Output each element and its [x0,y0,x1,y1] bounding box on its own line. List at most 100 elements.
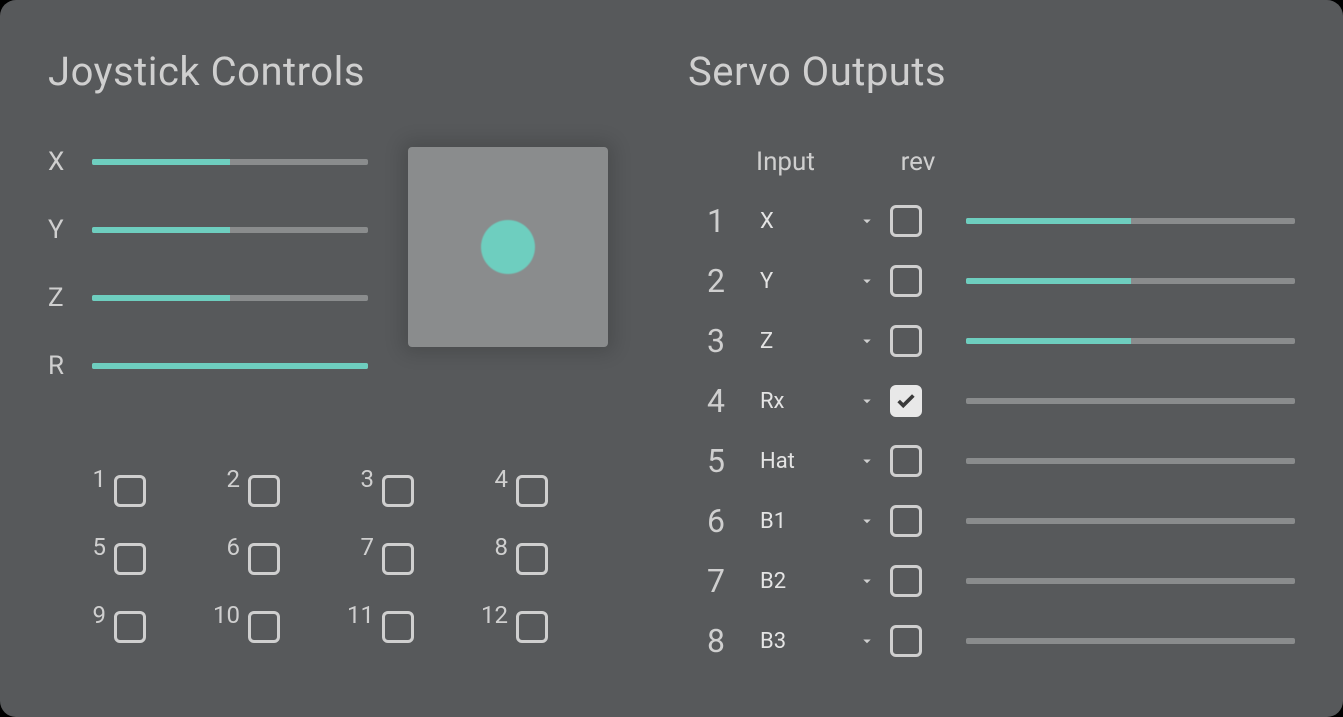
axis-z-bar [92,295,368,301]
joy-button-2: 2 [206,475,320,507]
joy-button-2-num: 2 [206,465,240,493]
servo-2-rev-checkbox[interactable] [890,265,922,297]
servo-5-input-dropdown[interactable]: Hat [752,441,882,481]
servo-5-num: 5 [688,442,744,480]
axis-r: R [48,351,368,381]
chevron-down-icon [858,212,876,230]
servo-6-rev-checkbox[interactable] [890,505,922,537]
chevron-down-icon [858,572,876,590]
servo-header-rev: rev [890,147,946,177]
servo-5-rev-checkbox[interactable] [890,445,922,477]
joy-button-9-indicator [114,611,146,643]
axis-x: X [48,147,368,177]
joy-button-6-indicator [248,543,280,575]
joy-button-6-num: 6 [206,533,240,561]
joy-button-9: 9 [72,611,186,643]
axis-x-label: X [48,147,72,177]
chevron-down-icon [858,632,876,650]
servo-7-input-value: B2 [760,569,786,594]
servo-section: Servo Outputs Input rev 1 X 2 Y 3 Z 4 [688,48,1295,677]
servo-6-bar [966,518,1295,524]
servo-1-input-dropdown[interactable]: X [752,201,882,241]
servo-3-fill [966,338,1131,344]
chevron-down-icon [858,392,876,410]
joy-button-7-indicator [382,543,414,575]
joystick-title: Joystick Controls [48,48,628,95]
servo-2-bar [966,278,1295,284]
servo-1-bar [966,218,1295,224]
joy-button-5: 5 [72,543,186,575]
axis-x-fill [92,159,230,165]
servo-row-5: 5 Hat [688,431,1295,491]
axis-z: Z [48,283,368,313]
chevron-down-icon [858,512,876,530]
servo-7-bar [966,578,1295,584]
joy-button-3-indicator [382,475,414,507]
servo-7-rev-checkbox[interactable] [890,565,922,597]
axes-and-joypad: X Y Z R [48,147,628,419]
servo-8-rev-checkbox[interactable] [890,625,922,657]
servo-8-input-dropdown[interactable]: B3 [752,621,882,661]
joy-button-3-num: 3 [340,465,374,493]
servo-3-input-value: Z [760,329,773,354]
servo-3-input-dropdown[interactable]: Z [752,321,882,361]
joy-button-3: 3 [340,475,454,507]
servo-4-bar [966,398,1295,404]
servo-7-input-dropdown[interactable]: B2 [752,561,882,601]
joy-button-4: 4 [474,475,588,507]
servo-6-input-dropdown[interactable]: B1 [752,501,882,541]
servo-4-rev-checkbox[interactable] [890,385,922,417]
axes-list: X Y Z R [48,147,368,419]
joystick-section: Joystick Controls X Y Z R [48,48,628,677]
joy-button-1-indicator [114,475,146,507]
servo-8-bar [966,638,1295,644]
joy-button-4-indicator [516,475,548,507]
servo-row-7: 7 B2 [688,551,1295,611]
joy-button-12: 12 [474,611,588,643]
servo-title: Servo Outputs [688,48,1295,95]
servo-row-6: 6 B1 [688,491,1295,551]
joy-button-1-num: 1 [72,465,106,493]
servo-5-input-value: Hat [760,449,795,474]
axis-y-bar [92,227,368,233]
joy-button-9-num: 9 [72,601,106,629]
joy-button-11: 11 [340,611,454,643]
servo-3-rev-checkbox[interactable] [890,325,922,357]
servo-1-fill [966,218,1131,224]
joy-button-7: 7 [340,543,454,575]
servo-2-input-value: Y [760,269,773,294]
joy-button-11-indicator [382,611,414,643]
joy-button-10-indicator [248,611,280,643]
servo-4-input-value: Rx [760,389,784,414]
servo-1-rev-checkbox[interactable] [890,205,922,237]
servo-6-input-value: B1 [760,509,786,534]
joy-button-12-num: 12 [474,601,508,629]
joy-button-5-num: 5 [72,533,106,561]
servo-6-num: 6 [688,502,744,540]
joy-button-2-indicator [248,475,280,507]
joy-button-6: 6 [206,543,320,575]
axis-x-bar [92,159,368,165]
servo-8-num: 8 [688,622,744,660]
joy-button-8-indicator [516,543,548,575]
servo-row-3: 3 Z [688,311,1295,371]
servo-4-input-dropdown[interactable]: Rx [752,381,882,421]
servo-8-input-value: B3 [760,629,786,654]
joy-button-12-indicator [516,611,548,643]
control-panel: Joystick Controls X Y Z R [0,0,1343,717]
joy-button-4-num: 4 [474,465,508,493]
joy-button-8-num: 8 [474,533,508,561]
joypad[interactable] [408,147,608,347]
axis-r-label: R [48,351,72,381]
axis-y-fill [92,227,230,233]
servo-3-bar [966,338,1295,344]
joy-button-5-indicator [114,543,146,575]
servo-header-input: Input [752,147,882,177]
servo-2-num: 2 [688,262,744,300]
servo-row-1: 1 X [688,191,1295,251]
joy-button-7-num: 7 [340,533,374,561]
servo-row-2: 2 Y [688,251,1295,311]
servo-row-4: 4 Rx [688,371,1295,431]
servo-2-input-dropdown[interactable]: Y [752,261,882,301]
chevron-down-icon [858,452,876,470]
